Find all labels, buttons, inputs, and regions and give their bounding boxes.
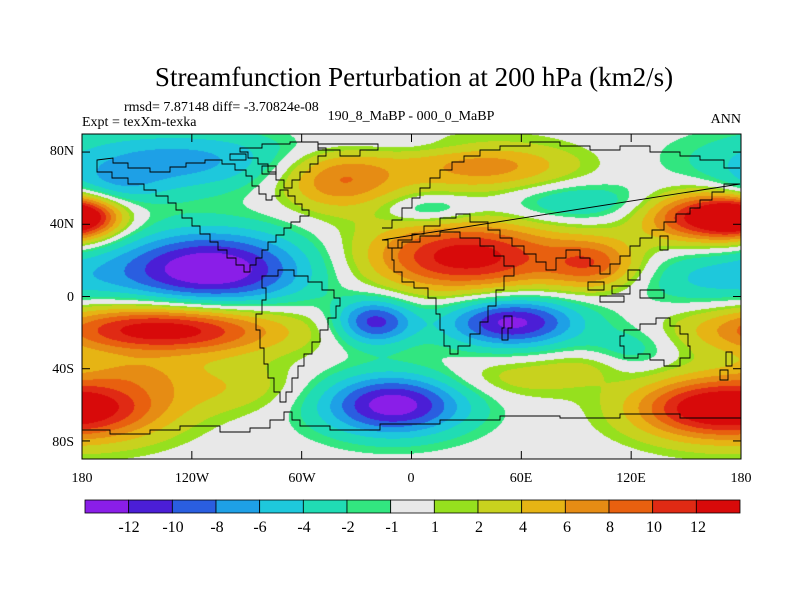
chart-title: Streamfunction Perturbation at 200 hPa (… bbox=[155, 62, 673, 92]
coastline-madagascar bbox=[501, 315, 513, 341]
colorbar-swatch bbox=[346, 499, 392, 514]
y-axis: 80N 40N 0 40S 80S bbox=[50, 144, 74, 450]
coastlines bbox=[82, 141, 741, 435]
x-tick-label: 180 bbox=[731, 471, 752, 486]
stats-label: rmsd= 7.87148 diff= -3.70824e-08 bbox=[124, 100, 319, 115]
colorbar-swatch bbox=[171, 499, 217, 514]
colorbar-swatch bbox=[259, 499, 304, 514]
coastline-greenland bbox=[239, 141, 327, 189]
colorbar-swatch bbox=[215, 499, 261, 514]
colorbar bbox=[84, 499, 741, 514]
y-tick-label: 80S bbox=[52, 435, 74, 450]
experiment-label: Expt = texXm-texka bbox=[82, 115, 197, 130]
colorbar-label: -2 bbox=[341, 519, 354, 536]
coastline-south-america bbox=[255, 269, 341, 403]
x-tick-label: 180 bbox=[72, 471, 93, 486]
colorbar-labels: -12 -10 -8 -6 -4 -2 -1 1 2 4 6 8 10 12 bbox=[118, 519, 706, 536]
colorbar-label: -8 bbox=[210, 519, 223, 536]
y-tick-label: 40S bbox=[52, 362, 74, 377]
x-axis: 180 120W 60W 0 60E 120E 180 bbox=[72, 471, 752, 486]
coastline-eurasia bbox=[381, 141, 741, 275]
colorbar-label: 12 bbox=[690, 519, 706, 536]
x-tick-label: 60W bbox=[288, 471, 316, 486]
colorbar-label: 1 bbox=[431, 519, 439, 536]
x-tick-label: 60E bbox=[510, 471, 533, 486]
x-tick-label: 120E bbox=[616, 471, 646, 486]
contour-field bbox=[82, 134, 741, 459]
colorbar-label: -12 bbox=[118, 519, 139, 536]
colorbar-label: 2 bbox=[475, 519, 483, 536]
coastline-africa bbox=[391, 231, 515, 355]
x-tick-label: 120W bbox=[175, 471, 210, 486]
colorbar-swatch bbox=[564, 499, 610, 514]
colorbar-swatch bbox=[695, 499, 741, 514]
coastline-australia bbox=[619, 317, 691, 367]
colorbar-label: 4 bbox=[519, 519, 527, 536]
y-tick-label: 0 bbox=[67, 290, 74, 305]
colorbar-swatch bbox=[390, 499, 435, 514]
season-label: ANN bbox=[711, 112, 741, 127]
colorbar-label: -10 bbox=[162, 519, 183, 536]
contour-field-holder bbox=[82, 134, 741, 459]
colorbar-label: 8 bbox=[606, 519, 614, 536]
y-tick-label: 80N bbox=[50, 144, 74, 159]
x-tick-label: 0 bbox=[408, 471, 415, 486]
case-label: 190_8_MaBP - 000_0_MaBP bbox=[328, 109, 495, 124]
colorbar-swatch bbox=[84, 499, 130, 514]
coastline-arctic-islands bbox=[229, 143, 379, 175]
colorbar-swatch bbox=[652, 499, 697, 514]
colorbar-label: -4 bbox=[297, 519, 310, 536]
coastline-antarctica bbox=[82, 411, 741, 435]
map-panel bbox=[81, 133, 742, 460]
coastline-north-america bbox=[96, 157, 310, 273]
colorbar-swatch bbox=[608, 499, 654, 514]
colorbar-label: 10 bbox=[646, 519, 662, 536]
coastline-new-zealand bbox=[719, 351, 733, 381]
colorbar-label: -1 bbox=[385, 519, 398, 536]
colorbar-swatch bbox=[128, 499, 173, 514]
colorbar-label: 6 bbox=[563, 519, 571, 536]
axis-ticks bbox=[81, 134, 742, 459]
colorbar-label: -6 bbox=[253, 519, 266, 536]
coastline-maritime-asia bbox=[587, 235, 669, 303]
colorbar-swatch bbox=[433, 499, 479, 514]
y-tick-label: 40N bbox=[50, 217, 74, 232]
colorbar-swatch bbox=[521, 499, 566, 514]
colorbar-swatch bbox=[477, 499, 523, 514]
colorbar-swatch bbox=[302, 499, 348, 514]
